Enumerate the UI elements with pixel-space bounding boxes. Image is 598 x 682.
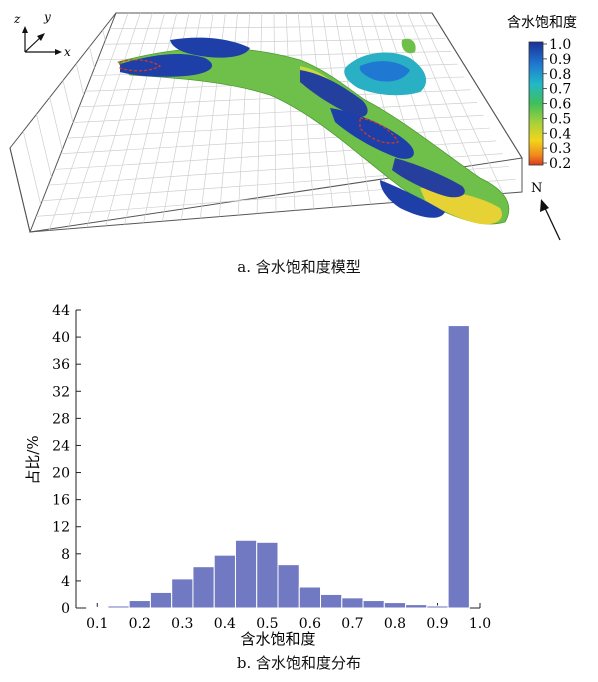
axis-triad: z y x xyxy=(13,10,71,59)
x-tick-label: 0.9 xyxy=(426,616,448,632)
x-tick-label: 0.1 xyxy=(86,616,108,632)
histogram-bar xyxy=(149,591,173,609)
colorbar-tick-label: 0.9 xyxy=(549,52,571,68)
histogram-bar xyxy=(192,566,215,609)
x-tick-label: 0.4 xyxy=(214,616,236,632)
x-tick-label: 0.8 xyxy=(384,616,406,632)
histogram-bar xyxy=(277,564,300,609)
colorbar-tick-label: 0.6 xyxy=(549,97,571,113)
colorbar-tick-label: 0.3 xyxy=(549,141,571,157)
histogram-panel: 0 4 8 12 16 20 24 28 32 36 40 44 0.1 0.2 0.3 0.4 0.5 0.6 0… xyxy=(0,290,598,682)
y-tick-label: 4 xyxy=(61,574,70,590)
histogram-bar xyxy=(107,605,130,609)
colorbar-title: 含水饱和度 xyxy=(507,15,577,31)
histogram-bar xyxy=(86,606,109,609)
colorbar-gradient xyxy=(528,41,544,166)
histogram-bars xyxy=(86,325,470,609)
x-tick-label: 0.5 xyxy=(256,616,278,632)
histogram-bar xyxy=(320,593,343,609)
histogram-bar xyxy=(447,325,470,609)
histogram-bar xyxy=(256,541,279,609)
x-tick-label: 0.7 xyxy=(341,616,363,632)
histogram-y-label: 占比/% xyxy=(24,435,42,484)
histogram-bar xyxy=(171,578,194,609)
colorbar-tick-label: 0.4 xyxy=(549,126,571,142)
histogram-bar xyxy=(128,600,151,609)
y-tick-label: 44 xyxy=(52,303,70,319)
histogram-bar xyxy=(234,539,258,609)
saturation-histogram: 0 4 8 12 16 20 24 28 32 36 40 44 0.1 0.2 0.3 0.4 0.5 0.6 0… xyxy=(24,303,491,648)
colorbar-tick-label: 1.0 xyxy=(549,37,571,53)
histogram-bar xyxy=(383,602,407,609)
x-tick-label: 0.2 xyxy=(129,616,151,632)
reservoir-body xyxy=(117,37,510,225)
north-label: N xyxy=(531,181,542,196)
y-tick-label: 0 xyxy=(61,601,70,617)
x-tick-label: 0.6 xyxy=(299,616,321,632)
y-tick-label: 8 xyxy=(61,547,70,563)
model-caption: a. 含水饱和度模型 xyxy=(237,258,361,276)
x-tick-label: 0.3 xyxy=(171,616,193,632)
y-tick-label: 40 xyxy=(52,330,70,346)
x-tick-label: 1.0 xyxy=(469,616,491,632)
colorbar-tick-label: 0.7 xyxy=(549,82,571,98)
y-tick-label: 16 xyxy=(52,493,70,509)
y-tick-label: 28 xyxy=(52,411,70,427)
y-tick-label: 32 xyxy=(52,384,70,400)
y-tick-label: 12 xyxy=(52,520,70,536)
histogram-bar xyxy=(298,586,322,609)
y-tick-label: 24 xyxy=(52,438,70,454)
north-arrow-icon: N xyxy=(531,181,561,241)
saturation-model-figure: z y x N 含水饱和度 1.00.90.80.70.60.50.40.30.… xyxy=(9,10,577,241)
histogram-bar xyxy=(362,600,385,609)
histogram-bar xyxy=(405,604,428,609)
colorbar-tick-label: 0.5 xyxy=(549,111,571,127)
histogram-bar xyxy=(341,597,364,609)
histogram-x-label: 含水饱和度 xyxy=(240,630,315,648)
histogram-caption: b. 含水饱和度分布 xyxy=(236,654,362,672)
colorbar: 含水饱和度 1.00.90.80.70.60.50.40.30.2 xyxy=(507,15,577,172)
axis-z-label: z xyxy=(13,12,21,26)
colorbar-tick-label: 0.8 xyxy=(549,67,571,83)
histogram-axes: 0 4 8 12 16 20 24 28 32 36 40 44 0.1 0.2 0.3 0.4 0.5 0.6 0… xyxy=(52,303,491,632)
axis-y-label: y xyxy=(43,10,51,24)
histogram-bar xyxy=(426,605,449,609)
histogram-bar xyxy=(213,554,236,609)
axis-x-label: x xyxy=(64,45,71,59)
saturation-model-panel: z y x N 含水饱和度 1.0 0.9 0.8 0.7 0.6 0.5 0.4 0.3 0.… xyxy=(0,0,598,285)
y-tick-label: 36 xyxy=(52,357,70,373)
y-tick-label: 20 xyxy=(52,466,70,482)
colorbar-tick-label: 0.2 xyxy=(549,156,571,172)
